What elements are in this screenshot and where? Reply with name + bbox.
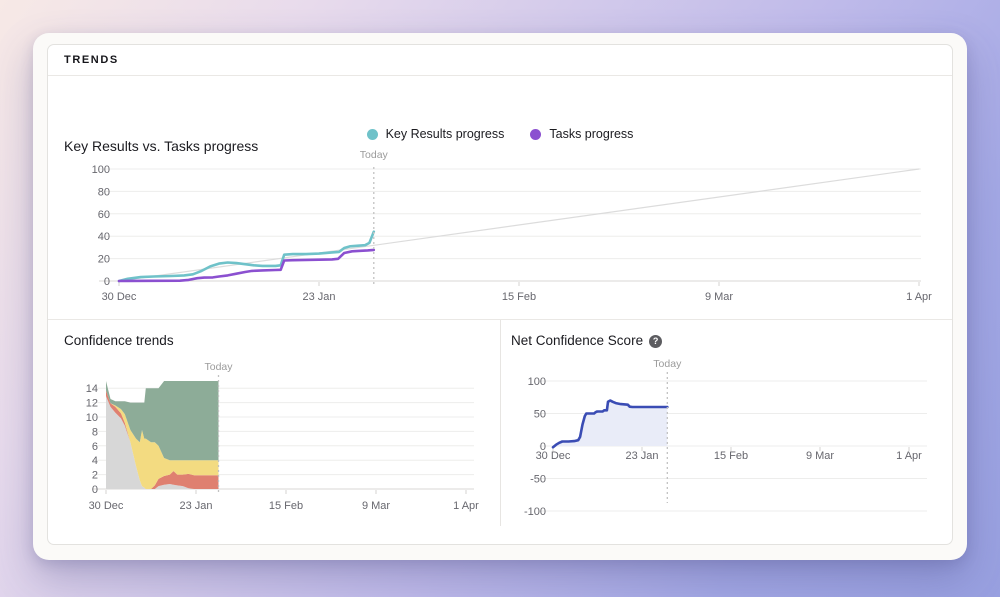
svg-text:23 Jan: 23 Jan [625,450,658,462]
key-results-dot-icon [366,128,378,140]
panel-header: TRENDS [48,45,952,76]
svg-text:30 Dec: 30 Dec [102,291,137,303]
svg-text:9 Mar: 9 Mar [705,291,733,303]
net-confidence-score-chart: 100 50 0 -50 -100 30 Dec 23 Jan 15 Feb 9 Mar 1 Ap… [524,358,927,518]
svg-text:0: 0 [540,441,546,453]
svg-text:9 Mar: 9 Mar [806,450,834,462]
svg-text:1 Apr: 1 Apr [896,450,922,462]
legend-label-key-results: Key Results progress [385,127,505,141]
svg-text:23 Jan: 23 Jan [179,500,212,512]
svg-text:9 Mar: 9 Mar [362,500,390,512]
svg-text:30 Dec: 30 Dec [89,500,124,512]
help-icon[interactable]: ? [649,335,663,348]
vertical-divider [500,320,501,526]
legend-item-tasks: Tasks progress [530,127,633,141]
svg-text:1 Apr: 1 Apr [453,500,479,512]
svg-text:80: 80 [98,186,110,198]
svg-text:Today: Today [204,361,233,373]
svg-text:0: 0 [104,276,110,288]
svg-text:12: 12 [86,398,98,410]
svg-text:Today: Today [653,358,682,370]
svg-text:0: 0 [92,484,98,496]
svg-text:-100: -100 [524,506,546,518]
net-confidence-score-title: Net Confidence Score? [511,333,663,348]
svg-text:10: 10 [86,412,98,424]
trends-panel: TRENDS Key Results vs. Tasks progress Ke… [47,44,953,545]
panel-title: TRENDS [64,54,119,66]
svg-text:15 Feb: 15 Feb [714,450,748,462]
net-confidence-score-label: Net Confidence Score [511,333,644,348]
svg-text:6: 6 [92,441,98,453]
kr-vs-tasks-title: Key Results vs. Tasks progress [64,138,259,154]
legend-label-tasks: Tasks progress [549,127,634,141]
svg-text:30 Dec: 30 Dec [536,450,571,462]
horizontal-divider [48,319,952,320]
svg-text:1 Apr: 1 Apr [906,291,932,303]
svg-text:-50: -50 [530,474,546,486]
svg-text:15 Feb: 15 Feb [502,291,536,303]
kr-vs-tasks-legend: Key Results progress Tasks progress [48,127,952,141]
svg-text:8: 8 [92,426,98,438]
confidence-trends-chart: 0 2 4 6 8 10 12 14 30 Dec 23 Jan 15 Feb 9 Mar 1 Apr T… [86,361,479,512]
svg-text:20: 20 [98,254,110,266]
svg-text:40: 40 [98,231,110,243]
trends-card: TRENDS Key Results vs. Tasks progress Ke… [33,33,967,560]
tasks-dot-icon [530,128,542,140]
confidence-trends-title: Confidence trends [64,333,174,348]
legend-item-key-results: Key Results progress [366,127,505,141]
svg-text:14: 14 [86,383,98,395]
svg-text:100: 100 [92,164,110,176]
svg-text:4: 4 [92,455,98,467]
svg-text:60: 60 [98,209,110,221]
svg-text:23 Jan: 23 Jan [302,291,335,303]
svg-text:50: 50 [534,409,546,421]
svg-text:15 Feb: 15 Feb [269,500,303,512]
svg-text:2: 2 [92,470,98,482]
svg-text:Today: Today [360,149,389,161]
kr-vs-tasks-chart: 0 20 40 60 80 100 30 Dec 23 Jan 15 Feb 9 Mar 1 Apr… [92,149,933,303]
svg-text:100: 100 [528,376,546,388]
